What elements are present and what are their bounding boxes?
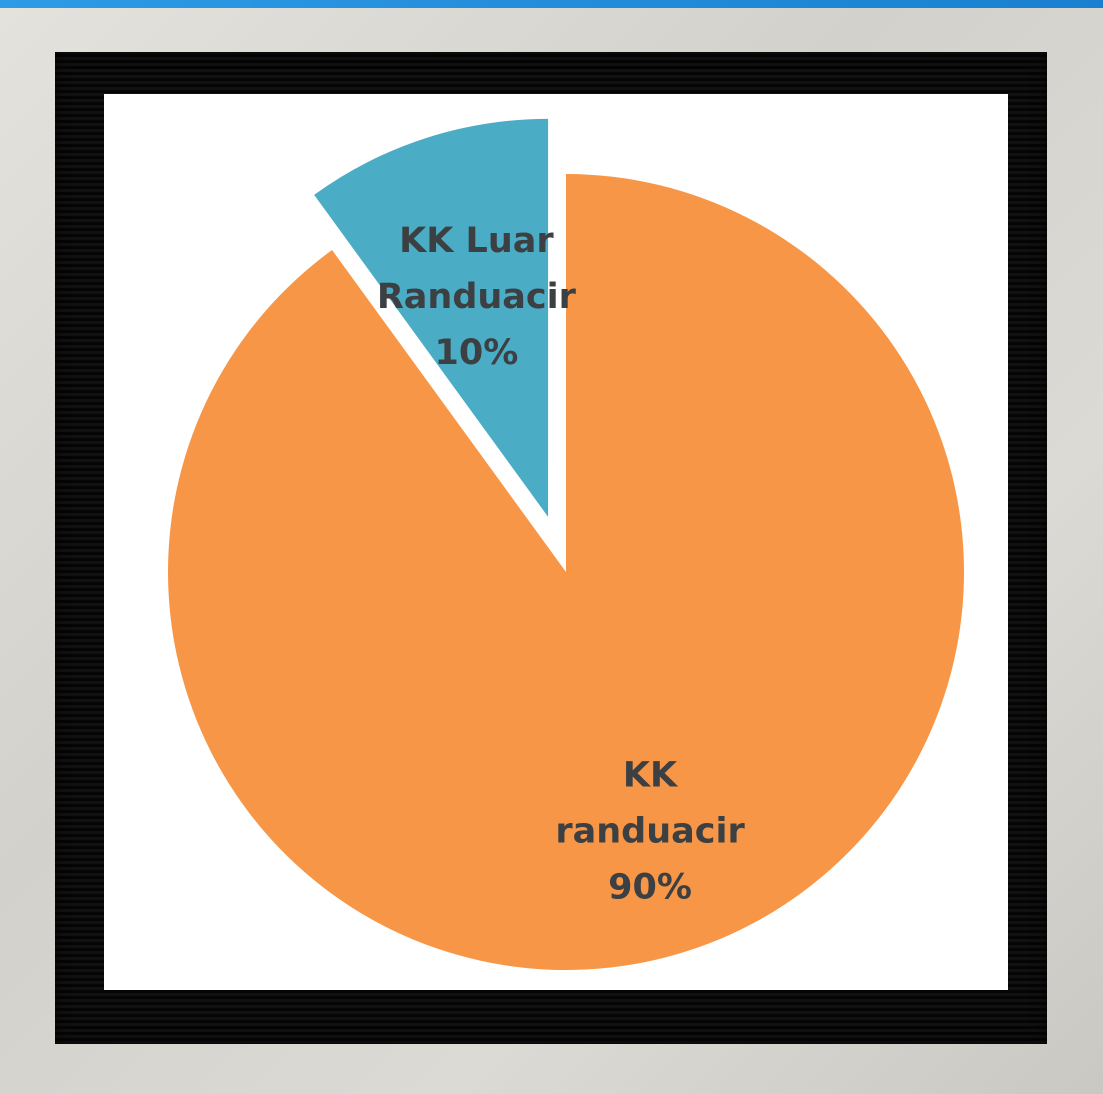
pie-slice-label-line-0-1: randuacir bbox=[555, 812, 745, 852]
pie-slice-label-line-0-0: KK bbox=[623, 756, 679, 796]
pie-slice-percent-0: 90% bbox=[608, 868, 692, 908]
pie-slice-percent-1: 10% bbox=[434, 333, 518, 373]
pie-chart: KK randuacir 90% KK Luar Randuacir 10% bbox=[104, 94, 1008, 990]
top-accent-bar bbox=[0, 0, 1103, 8]
chart-card: KK randuacir 90% KK Luar Randuacir 10% bbox=[104, 94, 1008, 990]
pie-slice-label-line-1-0: KK Luar bbox=[399, 221, 554, 261]
pie-slice-label-line-1-1: Randuacir bbox=[377, 277, 577, 317]
